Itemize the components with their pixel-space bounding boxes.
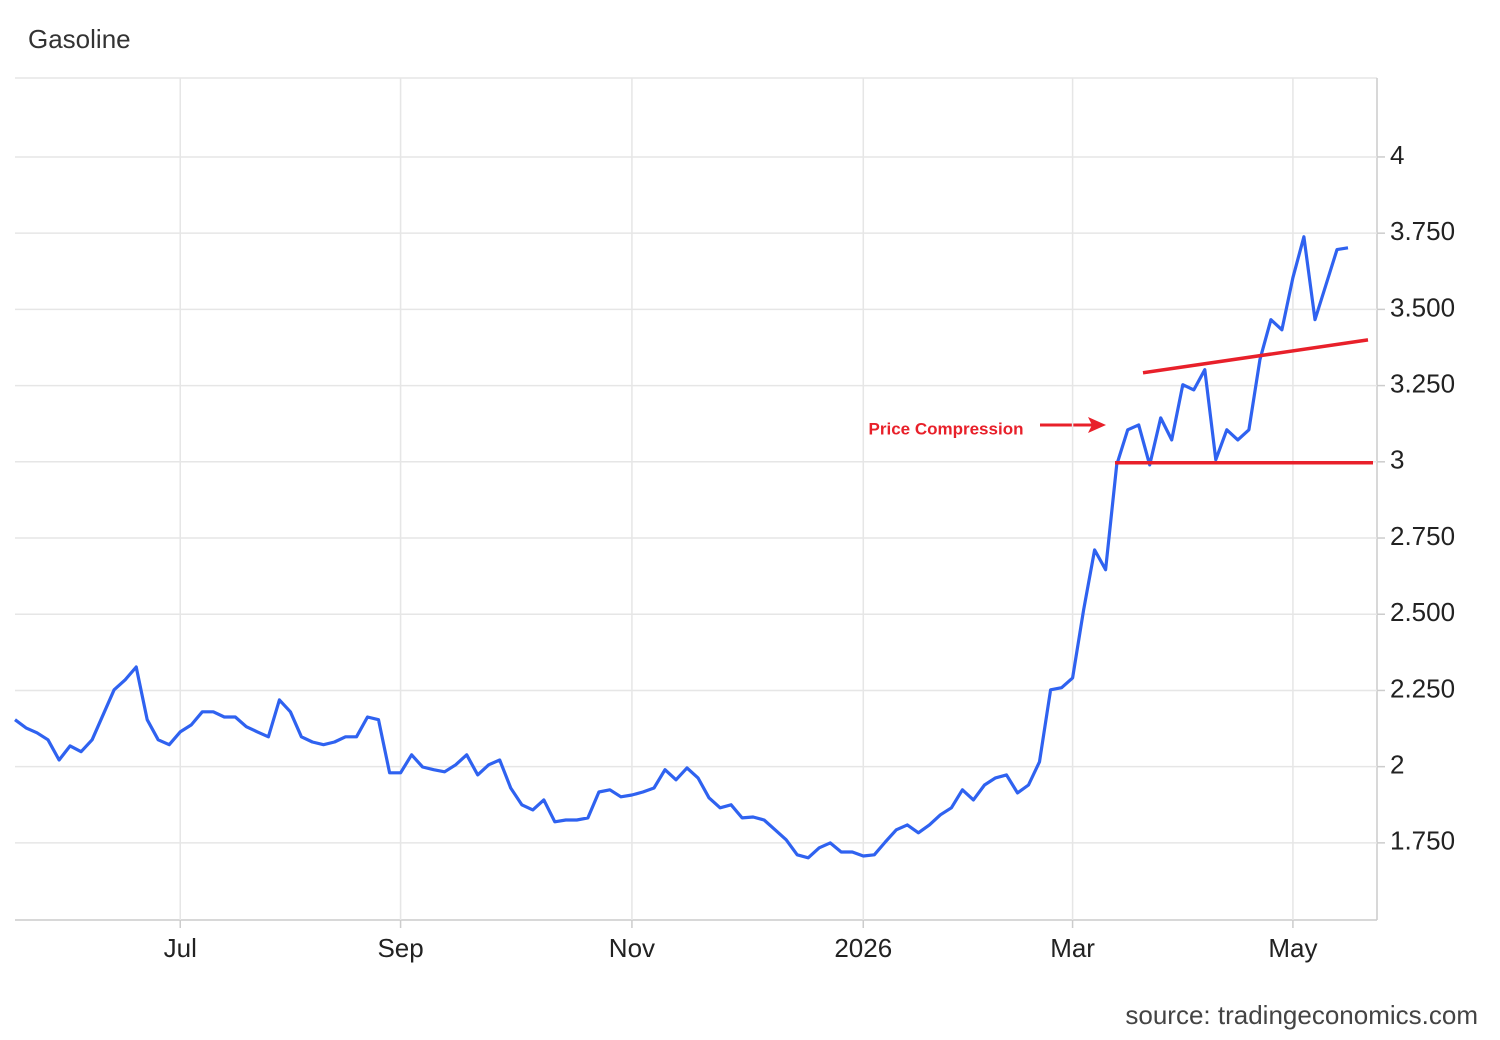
y-tick-label: 3.250 <box>1390 368 1455 398</box>
y-tick-label: 3 <box>1390 445 1404 475</box>
y-tick-label: 2.750 <box>1390 521 1455 551</box>
x-tick-label: Jul <box>164 933 197 963</box>
y-tick-label: 2.500 <box>1390 597 1455 627</box>
y-tick-label: 1.750 <box>1390 826 1455 856</box>
annotation-arrowhead <box>1088 417 1106 433</box>
trend-line <box>1142 338 1369 375</box>
chart-title: Gasoline <box>28 24 131 54</box>
y-tick-label: 3.500 <box>1390 292 1455 322</box>
x-tick-label: Nov <box>609 933 655 963</box>
price-line <box>14 235 1349 860</box>
x-tick-label: 2026 <box>834 933 892 963</box>
y-tick-label: 3.750 <box>1390 216 1455 246</box>
x-tick-label: Sep <box>377 933 423 963</box>
y-tick-label: 4 <box>1390 140 1404 170</box>
annotation: Price Compression <box>869 419 1024 438</box>
x-tick-label: Mar <box>1050 933 1095 963</box>
y-tick-label: 2.250 <box>1390 673 1455 703</box>
y-tick-label: 2 <box>1390 750 1404 780</box>
x-tick-label: May <box>1268 933 1317 963</box>
source: source: tradingeconomics.com <box>1125 1000 1478 1030</box>
